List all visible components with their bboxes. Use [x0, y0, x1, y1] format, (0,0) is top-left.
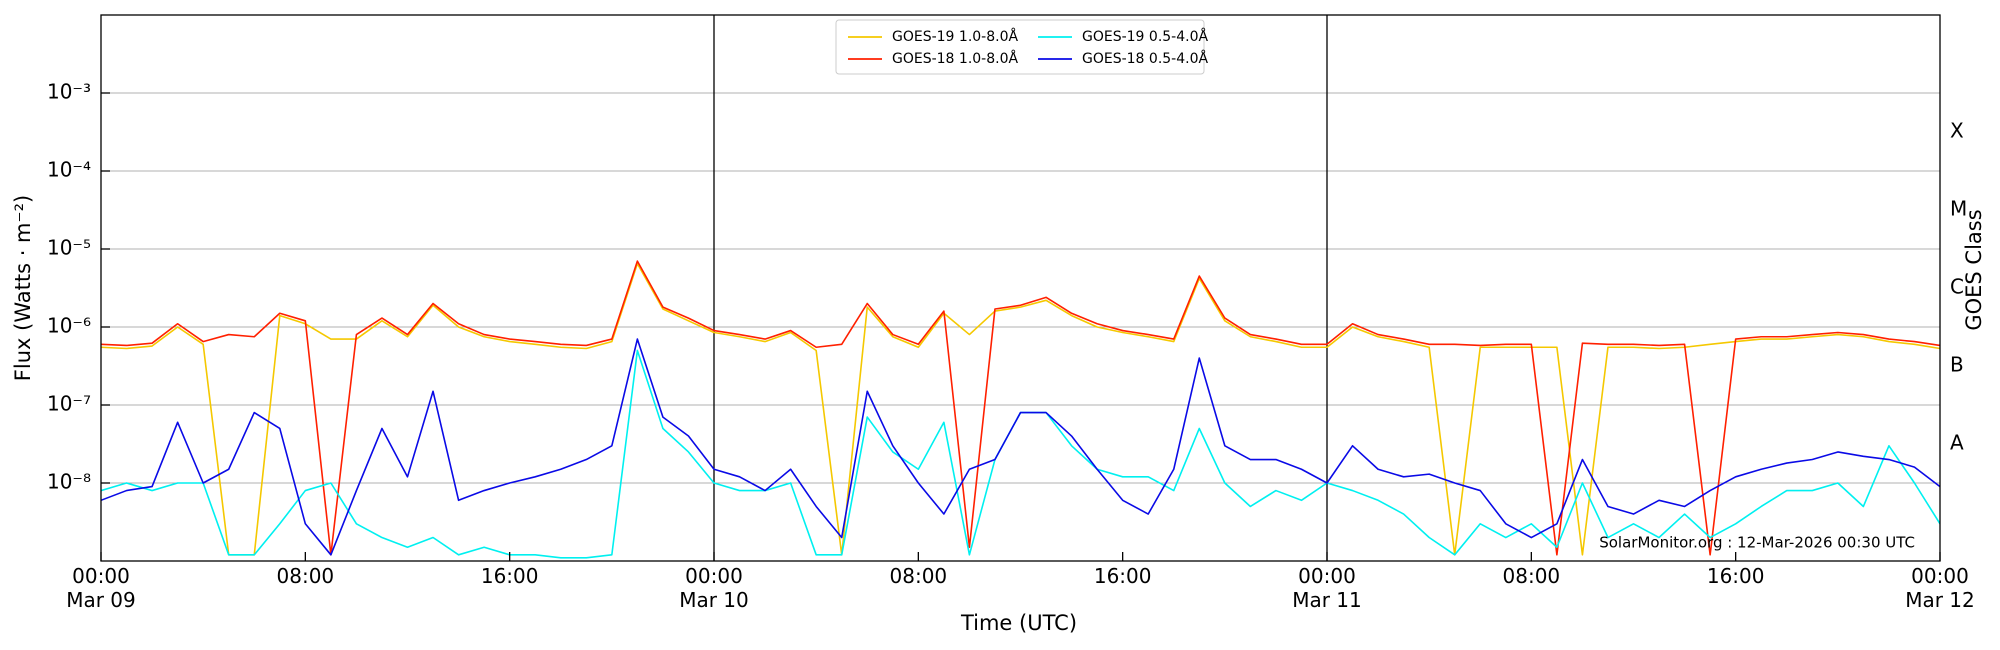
x-tick-label: 16:00: [481, 564, 539, 588]
y-tick-label: 10⁻³: [47, 80, 91, 104]
grid: [101, 15, 1940, 561]
x-tick-label-line: 00:00: [1911, 564, 1969, 588]
y-tick-label: 10⁻⁶: [47, 314, 91, 338]
plot-area: [101, 260, 1940, 559]
series-line: [101, 349, 1940, 559]
plot-frame: [100, 14, 1941, 562]
x-tick-label: 08:00: [277, 564, 335, 588]
legend: GOES-19 1.0-8.0Å GOES-18 1.0-8.0Å GOES-19 …: [835, 19, 1208, 75]
series-line: [101, 262, 1940, 556]
x-tick-label-line: 00:00: [1298, 564, 1356, 588]
legend-label: GOES-18 1.0-8.0Å: [892, 50, 1018, 67]
x-tick-label-line: Mar 12: [1905, 588, 1975, 612]
y2-tick-label: B: [1950, 353, 1964, 377]
x-tick-label-line: Mar 11: [1292, 588, 1362, 612]
series-line: [101, 260, 1940, 556]
x-tick-label-line: 08:00: [890, 564, 948, 588]
legend-label: GOES-19 0.5-4.0Å: [1082, 28, 1208, 45]
annotation: SolarMonitor.org : 12-Mar-2026 00:30 UTC: [1599, 534, 1915, 552]
y2-tick-label: A: [1950, 431, 1964, 455]
x-tick-label: 00:00 Mar 12: [1905, 564, 1975, 612]
x-tick-label: 00:00 Mar 09: [66, 564, 136, 612]
x-tick-label-line: Mar 10: [679, 588, 749, 612]
series-line: [101, 338, 1940, 556]
x-tick-label: 00:00 Mar 11: [1292, 564, 1362, 612]
y-tick-label: 10⁻⁷: [47, 392, 91, 416]
x-tick-label-line: 00:00: [685, 564, 743, 588]
x-tick-label-line: 08:00: [277, 564, 335, 588]
x-tick-label-line: Mar 09: [66, 588, 136, 612]
legend-box: [835, 19, 1205, 75]
y2-axis-label: GOES Class: [1962, 209, 1986, 330]
y-tick-label: 10⁻⁸: [47, 470, 91, 494]
x-tick-label: 08:00: [890, 564, 948, 588]
x-tick-label: 16:00: [1707, 564, 1765, 588]
x-axis-label: Time (UTC): [960, 611, 1077, 635]
legend-label: GOES-19 1.0-8.0Å: [892, 28, 1018, 45]
x-tick-label-line: 00:00: [72, 564, 130, 588]
y2-tick-label: M: [1950, 197, 1967, 221]
y2-tick-label: C: [1950, 275, 1964, 299]
x-tick-label-line: 16:00: [1707, 564, 1765, 588]
y-axis-label: Flux (Watts · m⁻²): [11, 195, 35, 381]
x-tick-label-line: 16:00: [481, 564, 539, 588]
x-tick-label: 08:00: [1503, 564, 1561, 588]
x-tick-label-line: 08:00: [1503, 564, 1561, 588]
x-tick-label: 00:00 Mar 10: [679, 564, 749, 612]
y-tick-label: 10⁻⁵: [47, 236, 91, 260]
x-tick-label: 16:00: [1094, 564, 1152, 588]
x-tick-label-line: 16:00: [1094, 564, 1152, 588]
legend-label: GOES-18 0.5-4.0Å: [1082, 50, 1208, 67]
y-tick-label: 10⁻⁴: [47, 158, 91, 182]
y2-tick-label: X: [1950, 119, 1964, 143]
